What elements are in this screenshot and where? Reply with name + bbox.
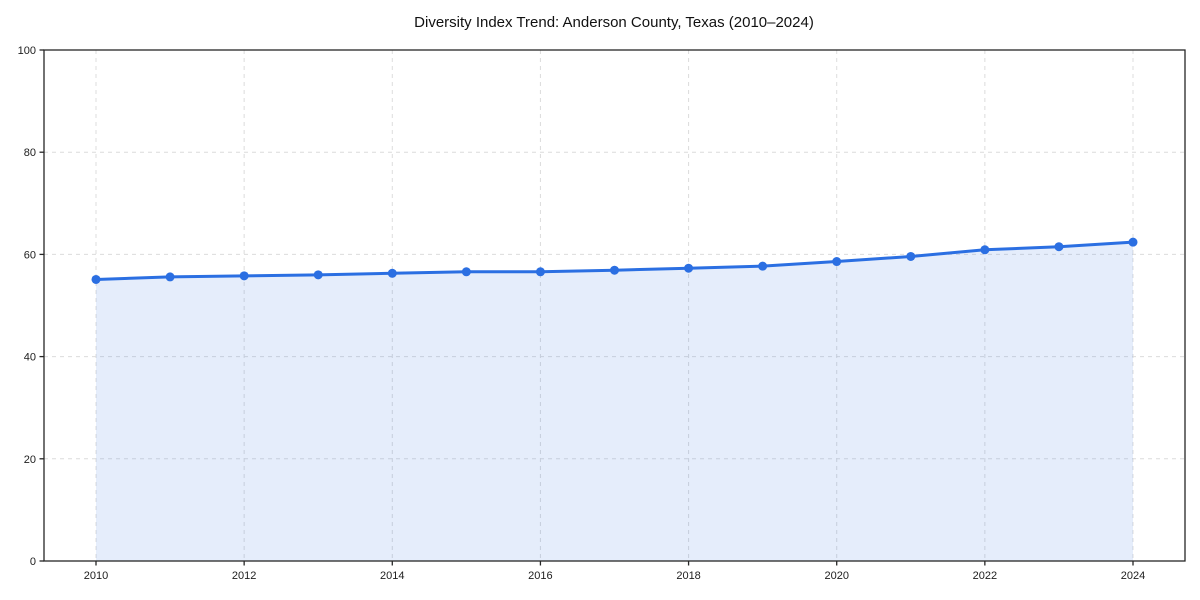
y-tick-label-60: 60 xyxy=(24,249,36,261)
x-tick-label-2022: 2022 xyxy=(973,570,997,582)
area-fill xyxy=(96,242,1133,562)
x-tick-label-2020: 2020 xyxy=(824,570,848,582)
y-tick-label-100: 100 xyxy=(18,45,36,57)
y-tick-label-80: 80 xyxy=(24,147,36,159)
data-point-2018 xyxy=(684,263,694,273)
x-tick-label-2010: 2010 xyxy=(84,570,108,582)
chart-title: Diversity Index Trend: Anderson County, … xyxy=(414,14,814,31)
x-tick-label-2024: 2024 xyxy=(1121,570,1145,582)
data-point-2019 xyxy=(758,261,768,271)
axes-layer: 0 20 40 60 80 100 2010 2012 2014 2016 2018 2020 2022… xyxy=(18,45,1186,582)
data-point-2015 xyxy=(461,267,471,277)
data-point-2024 xyxy=(1128,237,1138,247)
data-point-2022 xyxy=(980,245,990,255)
data-point-2014 xyxy=(387,268,397,278)
data-point-2017 xyxy=(610,265,619,275)
data-point-2010 xyxy=(91,274,101,284)
x-tick-label-2014: 2014 xyxy=(380,570,404,582)
y-tick-label-20: 20 xyxy=(24,454,36,466)
y-tick-label-0: 0 xyxy=(30,556,36,568)
x-tick-label-2018: 2018 xyxy=(676,570,700,582)
data-point-2021 xyxy=(906,251,916,261)
y-tick-label-40: 40 xyxy=(24,352,36,364)
data-point-2016 xyxy=(535,267,545,277)
x-tick-label-2012: 2012 xyxy=(232,570,256,582)
data-point-2013 xyxy=(313,270,323,280)
data-point-2020 xyxy=(832,257,842,267)
x-tick-label-2016: 2016 xyxy=(528,570,552,582)
data-point-2011 xyxy=(165,272,175,282)
data-point-2012 xyxy=(239,271,249,281)
plot-border xyxy=(43,49,1186,562)
data-point-2023 xyxy=(1054,242,1064,252)
series-layer xyxy=(91,237,1138,562)
